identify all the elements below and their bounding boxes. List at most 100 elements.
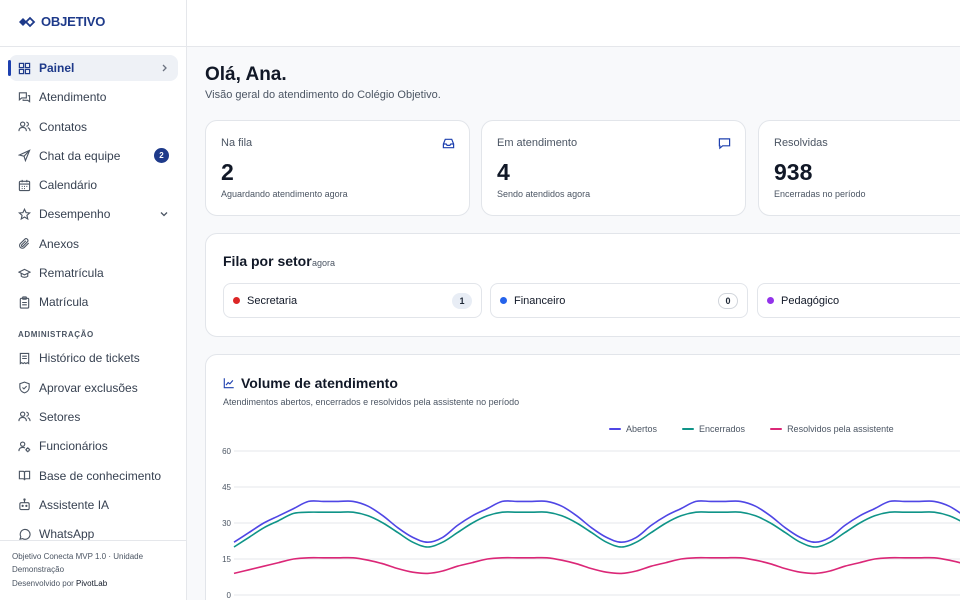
bot-icon [19,498,30,511]
sidebar-item-rematricula[interactable]: Rematrícula [9,260,178,286]
sidebar-item-label: Setores [39,409,81,424]
y-tick-label: 0 [227,591,232,600]
queue-title: Fila por setor [223,253,312,269]
page-subtitle: Visão geral do atendimento do Colégio Ob… [205,89,441,101]
message-square-icon [718,138,731,150]
brand-logo[interactable]: OBJETIVO [18,14,105,29]
ticket-icon [19,352,30,365]
sidebar-item-label: Rematrícula [39,266,104,281]
top-bar [187,0,960,47]
sidebar-item-matricula[interactable]: Matrícula [9,289,178,315]
queue-by-sector-card: Fila por setor agora Secretaria 1 Financ… [205,233,960,337]
sidebar-item-whatsapp[interactable]: WhatsApp [9,521,178,547]
sidebar-item-chat-equipe[interactable]: Chat da equipe 2 [9,143,178,169]
stat-card-resolvidas[interactable]: Resolvidas 938 Encerradas no período [758,120,960,216]
legend-label: Resolvidos pela assistente [787,424,894,434]
sidebar-item-label: Funcionários [39,439,108,454]
sidebar-item-assistente-ia[interactable]: Assistente IA [9,492,178,518]
stat-card-em-atendimento[interactable]: Em atendimento 4 Sendo atendidos agora [481,120,746,216]
sector-secretaria[interactable]: Secretaria 1 [223,283,482,318]
legend-swatch [682,428,695,430]
sidebar-divider [0,46,186,47]
chart-title: Volume de atendimento [241,375,398,391]
credits-prefix: Desenvolvido por [12,579,77,588]
line-chart-icon [223,378,234,389]
calendar-icon [18,179,31,191]
users-icon [18,121,31,132]
user-gear-icon [18,441,31,453]
unread-badge: 2 [154,148,169,164]
sector-name: Financeiro [514,294,566,307]
sidebar-item-anexos[interactable]: Anexos [9,231,178,257]
sidebar-item-label: WhatsApp [39,527,95,542]
sector-count: 0 [718,292,738,309]
send-icon [18,149,31,163]
status-dot [233,297,240,304]
brand-name: OBJETIVO [41,14,106,29]
sidebar-item-label: Painel [39,61,75,75]
sidebar-item-label: Assistente IA [39,497,110,512]
series-line-0 [233,500,960,544]
sidebar-item-setores[interactable]: Setores [9,404,178,430]
sidebar-item-historico-tickets[interactable]: Histórico de tickets [9,345,178,371]
users-icon [18,411,31,422]
paperclip-icon [19,238,30,250]
volume-chart-card: Volume de atendimento Atendimentos abert… [205,354,960,600]
sidebar-item-base-conhecimento[interactable]: Base de conhecimento [9,463,178,489]
sidebar-item-label: Anexos [39,236,80,251]
stat-value: 938 [774,159,813,185]
grid-icon [18,62,31,74]
graduation-cap-icon [18,268,31,278]
stat-value: 4 [497,159,510,185]
volume-line-chart: 60 45 30 15 0 [222,447,960,600]
sidebar-item-label: Chat da equipe [39,148,121,163]
page-title: Olá, Ana. [205,64,287,85]
sidebar-item-desempenho[interactable]: Desempenho [9,201,178,227]
status-dot [767,297,774,304]
sidebar-item-label: Calendário [39,178,98,193]
stat-note: Encerradas no período [774,189,866,199]
sidebar-item-label: Contatos [39,119,88,134]
stat-title: Na fila [221,137,253,149]
sidebar-item-label: Desempenho [39,207,111,222]
status-dot [500,297,507,304]
sidebar-item-atendimento[interactable]: Atendimento [9,84,178,110]
credits-brand[interactable]: PivotLab [76,579,108,588]
chart-legend: Abertos Encerrados Resolvidos pela assis… [609,424,894,434]
sidebar-item-aprovar-exclusoes[interactable]: Aprovar exclusões [9,375,178,401]
sidebar-item-funcionarios[interactable]: Funcionários [9,433,178,459]
stat-value: 2 [221,159,234,185]
sidebar-item-label: Aprovar exclusões [39,380,138,395]
sidebar-item-painel[interactable]: Painel [8,55,178,81]
sidebar-footer: Objetivo Conecta MVP 1.0 · Unidade Demon… [0,540,186,600]
legend-label: Encerrados [699,424,746,434]
y-tick-label: 45 [222,483,231,492]
whatsapp-icon [19,528,31,540]
chevron-down-icon [160,212,168,217]
queue-tag: agora [312,258,336,268]
sidebar-item-contatos[interactable]: Contatos [9,114,178,140]
clipboard-icon [19,296,30,309]
sector-pedagogico[interactable]: Pedagógico [757,283,960,318]
sector-name: Secretaria [247,294,298,307]
y-tick-label: 30 [222,519,231,528]
version-text: Objetivo Conecta MVP 1.0 · Unidade Demon… [12,552,144,574]
admin-section-heading: ADMINISTRAÇÃO [18,330,94,340]
y-tick-label: 15 [222,555,231,564]
inbox-icon [442,138,455,149]
series-line-2 [233,556,960,575]
sector-financeiro[interactable]: Financeiro 0 [490,283,748,318]
series-line-1 [233,511,960,548]
stat-title: Em atendimento [497,137,578,149]
sidebar-item-label: Matrícula [39,295,89,310]
sidebar: OBJETIVO Painel Atendimento Contatos Cha… [0,0,187,600]
sidebar-item-calendario[interactable]: Calendário [9,172,178,198]
chevron-right-icon [162,64,167,72]
legend-swatch [770,428,783,430]
stat-card-na-fila[interactable]: Na fila 2 Aguardando atendimento agora [205,120,470,216]
shield-icon [19,381,30,394]
star-icon [18,207,31,221]
credits-text: Desenvolvido por PivotLab [12,578,174,591]
legend-swatch [609,428,621,430]
